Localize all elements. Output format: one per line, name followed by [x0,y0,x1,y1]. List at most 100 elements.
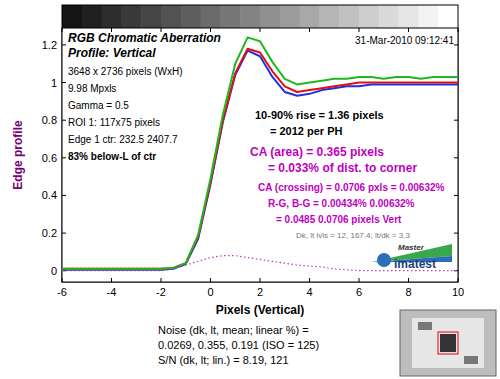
ca-crossing: CA (crossing) = 0.0706 pxls = 0.00632% [258,182,445,193]
series-group [62,37,458,270]
noise-line: S/N (dk, lt; lin.) = 8.19, 121 [158,354,289,366]
plot-frame [62,28,458,282]
gray-step [359,5,379,28]
gray-step [141,5,161,28]
info-line: 9.98 Mpxls [68,83,116,94]
series-line [62,37,458,268]
y-tick-label: 1.2 [42,39,57,51]
gray-step [201,5,221,28]
logo-dot [377,253,391,267]
gray-step [300,5,320,28]
x-tick [408,28,409,32]
series-line [62,49,458,269]
gray-step [161,5,181,28]
x-tick-label: 2 [257,286,263,298]
y-tick-label: 0.2 [42,227,57,239]
gray-step [280,5,300,28]
info-line: Edge 1 ctr: 232.5 2407.7 [68,134,178,145]
x-tick [62,28,63,32]
info-line: 83% below-L of ctr [68,151,156,162]
page: {"chart_data": { "type": "line", "title"… [0,0,500,379]
info-line: Gamma = 0.5 [68,100,129,111]
gray-step [121,5,141,28]
rise-line: = 2012 per PH [270,125,343,137]
gray-step [399,5,419,28]
y-tick [454,157,458,158]
x-tick-label: 8 [405,286,411,298]
x-tick [458,278,459,282]
x-tick [62,278,63,282]
info-line: ROI 1: 117x75 pixels [68,117,160,128]
x-tick [408,278,409,282]
x-tick-label: -2 [156,286,166,298]
gray-step [82,5,102,28]
series-line [62,256,458,271]
gray-step [418,5,438,28]
ca-area: CA (area) = 0.365 pixels [250,145,384,159]
y-tick [62,44,66,45]
x-tick [359,278,360,282]
y-tick [454,195,458,196]
x-axis-label: Pixels (Vertical) [216,303,305,317]
y-tick-label: 0.4 [42,189,57,201]
y-tick-label: 0.8 [42,114,57,126]
info-line: 3648 x 2736 pixels (WxH) [68,66,183,77]
y-tick-label: 0.6 [42,152,57,164]
thumb-bg [400,310,496,376]
levels: Dk, lt lvls = 12, 167.4; lt/dk = 3.3 [296,231,410,240]
outer-frame [62,5,458,282]
gray-step [102,5,122,28]
noise-line: Noise (dk, lt, mean; linear %) = [158,324,309,336]
ca-area: = 0.033% of dist. to corner [268,161,417,175]
y-tick [62,157,66,158]
chart: -6-4-2024681000.20.40.60.811.2RGB Chroma… [0,0,500,379]
gray-step [319,5,339,28]
x-tick [260,278,261,282]
x-tick-label: -6 [57,286,67,298]
subtitle: Profile: Vertical [68,46,156,60]
y-tick [62,82,66,83]
gray-step [220,5,240,28]
y-tick [62,120,66,121]
x-tick [458,28,459,32]
thumb-square [440,334,456,352]
gray-step [240,5,260,28]
y-tick-label: 1 [51,77,57,89]
logo: imatest [394,257,436,271]
gray-step [62,5,82,28]
noise-line: 0.0269, 0.355, 0.191 (ISO = 125) [158,339,319,351]
y-tick [454,233,458,234]
gray-step [379,5,399,28]
x-tick-label: 4 [306,286,312,298]
gray-step [438,5,458,28]
x-tick [359,28,360,32]
y-tick [454,44,458,45]
gray-step [339,5,359,28]
thumb-patch [464,356,478,364]
y-tick-label: 0 [51,265,57,277]
ca-crossing: R-G, B-G = 0.00434% 0.00632% [268,198,415,209]
y-tick [62,195,66,196]
y-axis-label: Edge profile [11,120,25,190]
gray-step [260,5,280,28]
ca-crossing: = 0.0485 0.0706 pixels Vert [276,214,402,225]
y-tick [62,233,66,234]
thumb-chart [412,318,484,368]
gray-step [181,5,201,28]
title: RGB Chromatic Aberration [68,31,221,45]
thumb-roi [438,332,458,354]
rise-line: 10-90% rise = 1.36 pixels [255,109,384,121]
date: 31-Mar-2010 09:12:41 [355,35,454,46]
x-tick [161,278,162,282]
x-tick [260,28,261,32]
x-tick-label: 6 [356,286,362,298]
version: Master [398,243,425,252]
x-tick [309,278,310,282]
y-tick [454,120,458,121]
thumbnail [400,310,496,376]
x-tick [111,278,112,282]
x-tick [210,278,211,282]
thumb-patch [418,322,432,330]
x-tick-label: 0 [207,286,213,298]
x-tick-label: 10 [452,286,464,298]
